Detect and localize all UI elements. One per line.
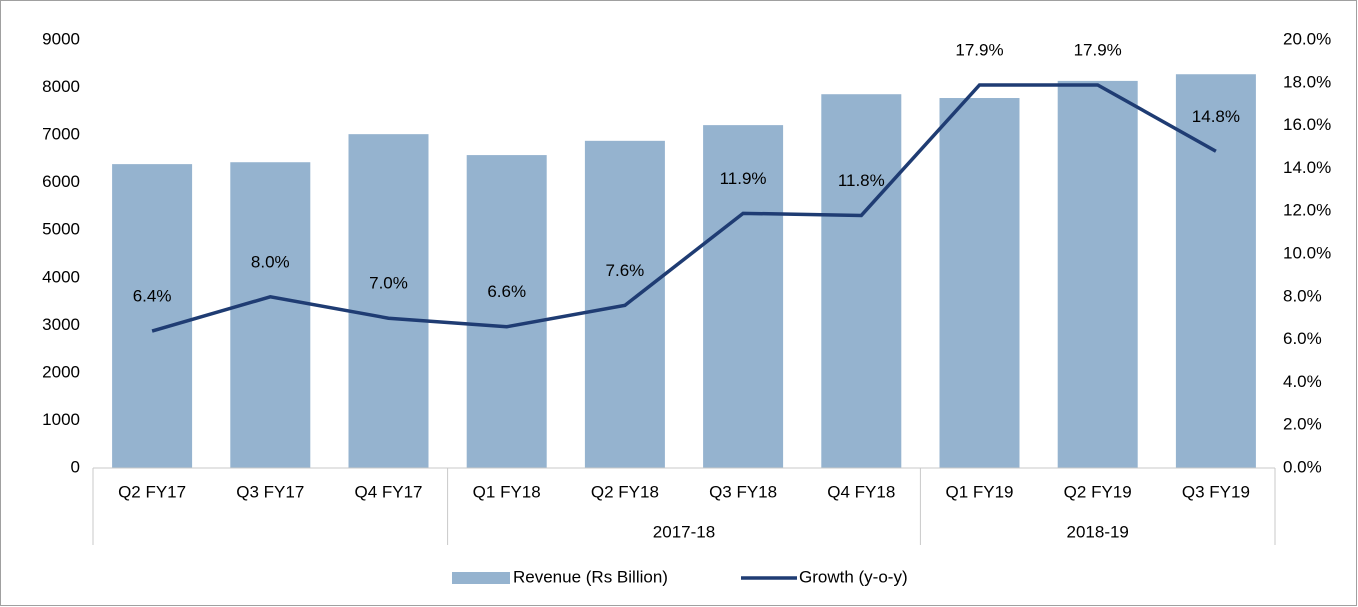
data-label: 17.9%	[1074, 40, 1122, 59]
x-tick-label: Q2 FY18	[591, 482, 659, 501]
y2-tick-label: 16.0%	[1283, 115, 1331, 134]
x-tick-label: Q3 FY18	[709, 482, 777, 501]
y-tick-label: 7000	[42, 125, 80, 144]
y-tick-label: 8000	[42, 77, 80, 96]
y2-tick-label: 12.0%	[1283, 201, 1331, 220]
bar	[112, 164, 193, 468]
x-tick-label: Q1 FY18	[473, 482, 541, 501]
data-label: 11.8%	[838, 171, 885, 190]
data-label: 7.0%	[369, 274, 408, 293]
y2-tick-label: 6.0%	[1283, 329, 1322, 348]
y-tick-label: 3000	[42, 315, 80, 334]
data-label: 11.9%	[720, 169, 767, 188]
bar	[1057, 80, 1138, 469]
y-tick-label: 1000	[42, 410, 80, 429]
y2-tick-label: 14.0%	[1283, 158, 1331, 177]
y2-tick-label: 8.0%	[1283, 286, 1322, 305]
group-label: 2017-18	[653, 522, 715, 541]
y2-tick-label: 10.0%	[1283, 243, 1331, 262]
x-tick-label: Q4 FY17	[354, 482, 422, 501]
y-tick-label: 4000	[42, 267, 80, 286]
data-label: 8.0%	[251, 252, 290, 271]
bar	[703, 125, 784, 468]
y2-tick-label: 20.0%	[1283, 29, 1331, 48]
bar	[821, 94, 902, 469]
data-label: 6.6%	[487, 282, 526, 301]
y2-tick-label: 2.0%	[1283, 415, 1322, 434]
x-tick-label: Q3 FY17	[236, 482, 304, 501]
legend-label: Growth (y-o-y)	[799, 567, 908, 586]
bar	[348, 134, 429, 468]
y-tick-label: 6000	[42, 172, 80, 191]
growth-line	[151, 83, 1217, 333]
x-tick-label: Q3 FY19	[1182, 482, 1250, 501]
x-tick-label: Q1 FY19	[945, 482, 1013, 501]
legend-label: Revenue (Rs Billion)	[513, 567, 668, 586]
y-tick-label: 5000	[42, 220, 80, 239]
data-label: 7.6%	[606, 261, 645, 280]
legend-swatch	[452, 572, 510, 584]
bar	[466, 155, 547, 468]
y2-tick-label: 0.0%	[1283, 457, 1322, 476]
bar	[939, 98, 1020, 469]
data-label: 6.4%	[133, 287, 172, 306]
y-tick-label: 9000	[42, 29, 80, 48]
data-label: 14.8%	[1192, 107, 1240, 126]
x-tick-label: Q2 FY17	[118, 482, 186, 501]
y2-tick-label: 4.0%	[1283, 372, 1322, 391]
y-tick-label: 2000	[42, 362, 80, 381]
x-tick-label: Q2 FY19	[1064, 482, 1132, 501]
bar	[1175, 74, 1256, 469]
group-label: 2018-19	[1067, 522, 1129, 541]
data-label: 17.9%	[955, 40, 1003, 59]
y2-tick-label: 18.0%	[1283, 72, 1331, 91]
y-tick-label: 0	[71, 457, 80, 476]
bar	[230, 162, 311, 468]
x-tick-label: Q4 FY18	[827, 482, 895, 501]
